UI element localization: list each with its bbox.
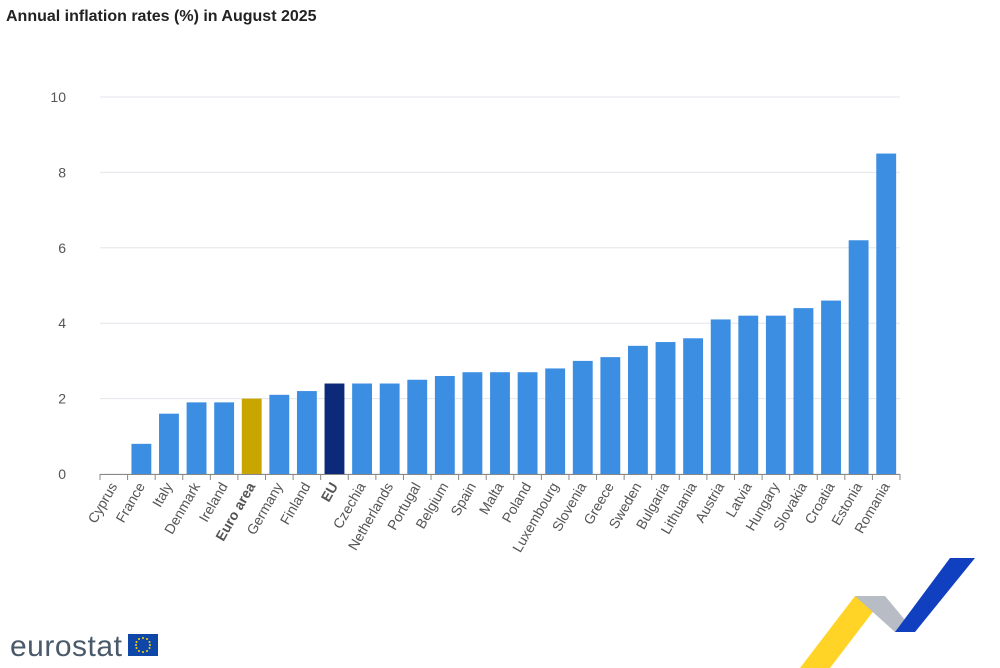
bar [490,372,510,474]
bar [628,345,648,474]
bar [324,383,345,474]
bar [683,338,704,474]
y-tick-label: 2 [58,391,66,407]
bar [269,394,290,474]
y-tick-label: 4 [58,315,66,331]
y-tick-label: 8 [58,164,66,180]
bar [793,308,814,474]
y-tick-label: 0 [58,466,66,482]
eu-flag [128,634,158,656]
bar [214,402,235,474]
bar [296,391,317,474]
bar [434,375,455,474]
x-tick-label: Spain [447,480,479,519]
chart-title: Annual inflation rates (%) in August 202… [6,8,317,25]
bar [379,383,400,474]
decoration [800,558,975,668]
bar [186,402,207,474]
eu-stars [135,637,151,653]
bar [765,315,786,474]
bar [241,398,262,474]
bar [407,379,428,474]
y-tick-label: 6 [58,240,66,256]
logo-text: eurostat [10,630,123,663]
logo: eurostat [10,630,158,663]
x-tick-label: EU [317,480,341,505]
bar [848,240,869,474]
x-tick-label: Italy [149,480,176,510]
bar [655,342,676,474]
bar [517,372,538,474]
bar [710,319,731,474]
bar [545,368,566,474]
bar [131,443,152,474]
bar [462,372,483,474]
y-tick-label: 10 [50,89,66,105]
bar [876,153,897,475]
bar [572,360,593,474]
bar [352,383,372,474]
bar [159,413,179,474]
bar [600,357,621,474]
bar [821,300,841,474]
bar [738,315,759,474]
